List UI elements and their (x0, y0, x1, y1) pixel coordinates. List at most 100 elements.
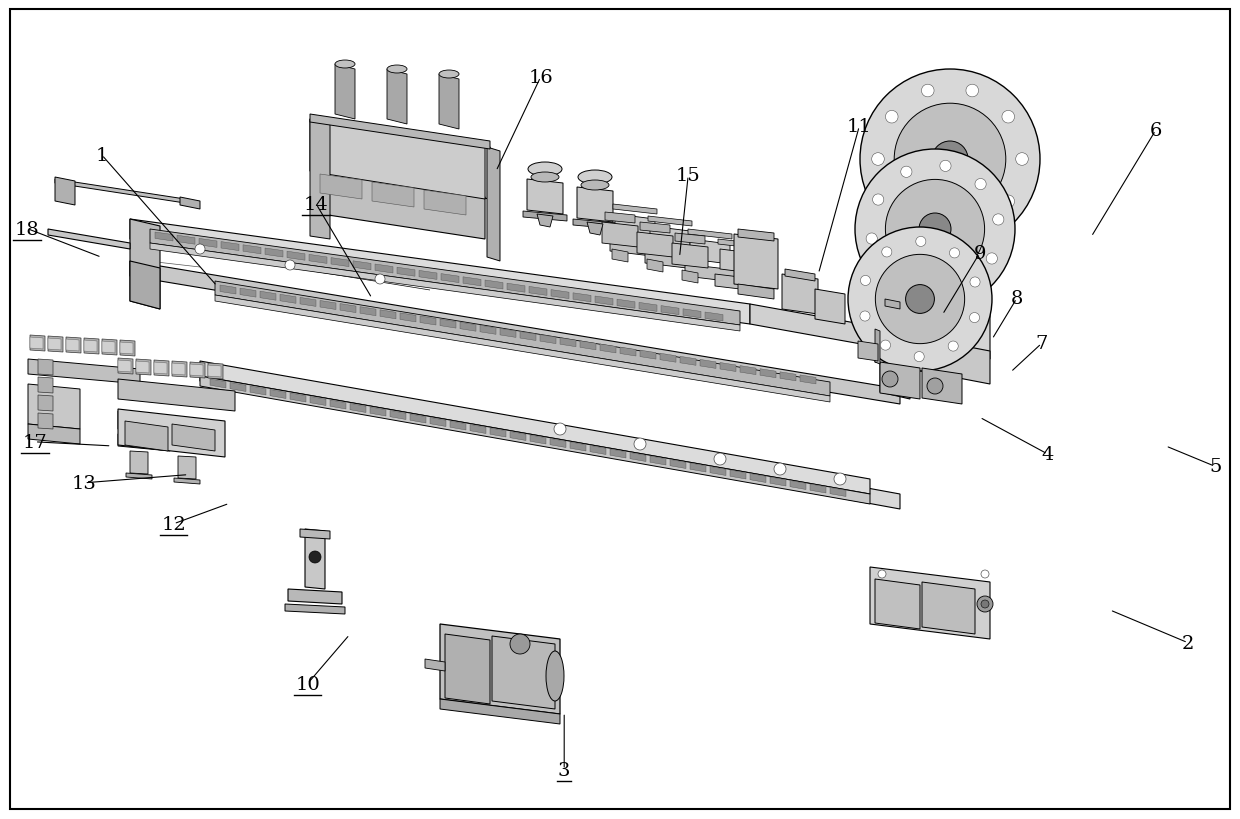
Polygon shape (661, 306, 680, 315)
Polygon shape (650, 456, 666, 465)
Polygon shape (310, 120, 490, 200)
Polygon shape (374, 265, 393, 274)
Text: 14: 14 (304, 196, 329, 214)
Text: 7: 7 (1035, 335, 1048, 353)
Polygon shape (615, 215, 655, 240)
Polygon shape (618, 300, 635, 309)
Text: 1: 1 (95, 147, 108, 165)
Polygon shape (640, 351, 656, 360)
Polygon shape (790, 481, 806, 490)
Polygon shape (875, 579, 920, 629)
Polygon shape (38, 396, 53, 411)
Polygon shape (875, 329, 880, 364)
Circle shape (940, 161, 951, 172)
Circle shape (885, 196, 898, 208)
Polygon shape (130, 262, 900, 405)
Polygon shape (172, 424, 215, 451)
Polygon shape (760, 369, 776, 378)
Polygon shape (706, 313, 723, 322)
Polygon shape (154, 363, 167, 374)
Ellipse shape (335, 61, 355, 69)
Polygon shape (48, 229, 130, 250)
Polygon shape (637, 233, 673, 258)
Polygon shape (830, 488, 846, 497)
Circle shape (774, 464, 786, 475)
Polygon shape (630, 453, 646, 462)
Ellipse shape (582, 181, 609, 191)
Polygon shape (440, 319, 456, 328)
Polygon shape (738, 285, 774, 300)
Polygon shape (198, 239, 217, 248)
Polygon shape (730, 470, 746, 479)
Polygon shape (580, 342, 596, 351)
Polygon shape (537, 215, 553, 228)
Polygon shape (200, 367, 900, 509)
Circle shape (905, 285, 935, 314)
Polygon shape (102, 340, 117, 355)
Polygon shape (450, 422, 466, 431)
Polygon shape (320, 174, 362, 200)
Polygon shape (680, 357, 696, 366)
Polygon shape (84, 341, 97, 352)
Polygon shape (815, 290, 844, 324)
Polygon shape (118, 411, 170, 434)
Circle shape (966, 222, 978, 234)
Polygon shape (460, 323, 476, 332)
Circle shape (977, 596, 993, 613)
Polygon shape (66, 340, 79, 351)
Polygon shape (529, 436, 546, 445)
Circle shape (859, 311, 870, 322)
Polygon shape (265, 249, 283, 258)
Text: 16: 16 (528, 69, 553, 87)
Polygon shape (360, 307, 376, 316)
Polygon shape (177, 236, 195, 245)
Polygon shape (880, 358, 910, 400)
Polygon shape (463, 278, 481, 287)
Polygon shape (310, 115, 490, 150)
Polygon shape (102, 342, 115, 354)
Polygon shape (315, 172, 485, 240)
Polygon shape (125, 422, 167, 451)
Circle shape (872, 153, 884, 166)
Polygon shape (715, 274, 765, 292)
Polygon shape (480, 326, 496, 335)
Circle shape (970, 278, 980, 287)
Circle shape (885, 111, 898, 124)
Polygon shape (684, 265, 735, 283)
Polygon shape (243, 246, 260, 255)
Polygon shape (270, 390, 286, 399)
Circle shape (932, 142, 968, 178)
Polygon shape (48, 337, 63, 352)
Polygon shape (208, 364, 223, 379)
Polygon shape (595, 296, 613, 305)
Polygon shape (613, 250, 627, 263)
Polygon shape (30, 337, 43, 350)
Polygon shape (221, 242, 239, 251)
Polygon shape (880, 363, 920, 400)
Polygon shape (750, 305, 900, 351)
Circle shape (1002, 111, 1014, 124)
Polygon shape (309, 255, 327, 264)
Polygon shape (219, 286, 236, 295)
Circle shape (928, 378, 942, 395)
Polygon shape (30, 336, 45, 351)
Polygon shape (118, 379, 236, 411)
Text: 9: 9 (973, 245, 986, 263)
Polygon shape (370, 408, 386, 417)
Circle shape (848, 228, 992, 372)
Polygon shape (410, 414, 427, 423)
Polygon shape (150, 229, 740, 326)
Circle shape (914, 352, 924, 362)
Circle shape (882, 247, 892, 258)
Polygon shape (310, 120, 330, 240)
Polygon shape (639, 303, 657, 312)
Ellipse shape (578, 171, 613, 185)
Text: 15: 15 (676, 167, 701, 185)
Polygon shape (215, 282, 830, 396)
Polygon shape (590, 446, 606, 455)
Polygon shape (800, 375, 816, 384)
Polygon shape (130, 219, 750, 324)
Circle shape (510, 634, 529, 654)
Text: 10: 10 (295, 675, 320, 693)
Circle shape (1016, 153, 1028, 166)
